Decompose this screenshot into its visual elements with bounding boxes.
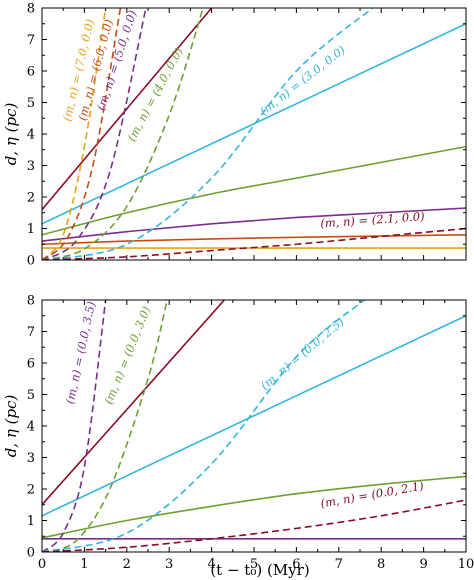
eta-curve-10 [42,8,204,260]
x-tick-label: 6 [292,557,300,572]
y-tick-label: 0 [27,546,35,561]
x-tick-label: 10 [458,557,474,572]
curves-group [42,300,466,552]
eta-curve-5 [42,300,107,552]
y-tick-label: 6 [27,357,35,372]
panel-2: (m, n) = (0.0, 3.5) (m, n) = (0.0, 3.0) (m… [2,294,474,573]
y-tick-label: 4 [27,128,35,143]
curve-label: (m, n) = (0.0, 2.1) [319,479,424,511]
y-tick-label: 7 [27,33,35,48]
x-tick-label: 2 [123,557,131,572]
eta-curve-8 [42,499,466,552]
x-tick-label: 5 [250,557,258,572]
x-tick-label: 7 [335,557,343,572]
x-axis-title: (t − t₀) (Myr) [210,561,309,579]
x-tick-label: 9 [419,557,427,572]
plot-frame [41,299,467,553]
y-tick-label: 0 [27,254,35,269]
curve-label: (m, n) = (4.0, 0.0) [124,45,185,144]
eta-curve-9 [42,8,147,260]
curve-label: (m, n) = (0.0, 3.0) [101,304,153,406]
curve-label: (m, n) = (2.1, 0.0) [320,209,425,230]
d-curve-5 [42,234,466,246]
x-tick-label: 0 [38,557,46,572]
eta-curve-12 [42,227,466,260]
y-tick-label: 8 [27,294,35,309]
y-tick-label: 3 [27,159,35,174]
y-tick-label: 2 [27,191,35,206]
y-tick-label: 7 [27,325,35,340]
curve-label: (m, n) = (0.0, 3.5) [63,300,98,405]
y-tick-label: 5 [27,388,35,403]
eta-curve-8 [42,8,122,260]
y-tick-label: 3 [27,451,35,466]
x-tick-label: 4 [207,557,215,572]
d-curve-3 [42,475,466,539]
d-curve-3 [42,145,466,236]
d-curve-2 [42,315,466,517]
curve-label: (m, n) = (3.0, 0.0) [257,43,348,118]
y-axis-title: d, η (pc) [2,103,20,166]
eta-curve-6 [42,300,168,552]
y-tick-label: 6 [27,65,35,80]
y-tick-label: 2 [27,483,35,498]
y-axis-title: d, η (pc) [2,395,20,458]
y-tick-label: 1 [27,514,35,529]
d-curve-4 [42,207,466,242]
curve-label: (m, n) = (0.0, 2.5) [258,315,347,393]
panel-1: (m, n) = (7.0, 0.0)(m, n) = (6.0, 0.0)(m… [2,2,467,269]
curves-group [42,8,466,260]
y-tick-label: 1 [27,222,35,237]
x-tick-label: 1 [80,557,88,572]
d-curve-1 [42,300,225,506]
eta-curve-7 [42,8,107,260]
y-tick-label: 8 [27,2,35,17]
y-tick-label: 5 [27,96,35,111]
d-curve-2 [42,23,466,225]
x-tick-label: 8 [377,557,385,572]
x-tick-label: 3 [165,557,173,572]
y-tick-label: 4 [27,420,35,435]
d-curve-1 [42,8,213,211]
